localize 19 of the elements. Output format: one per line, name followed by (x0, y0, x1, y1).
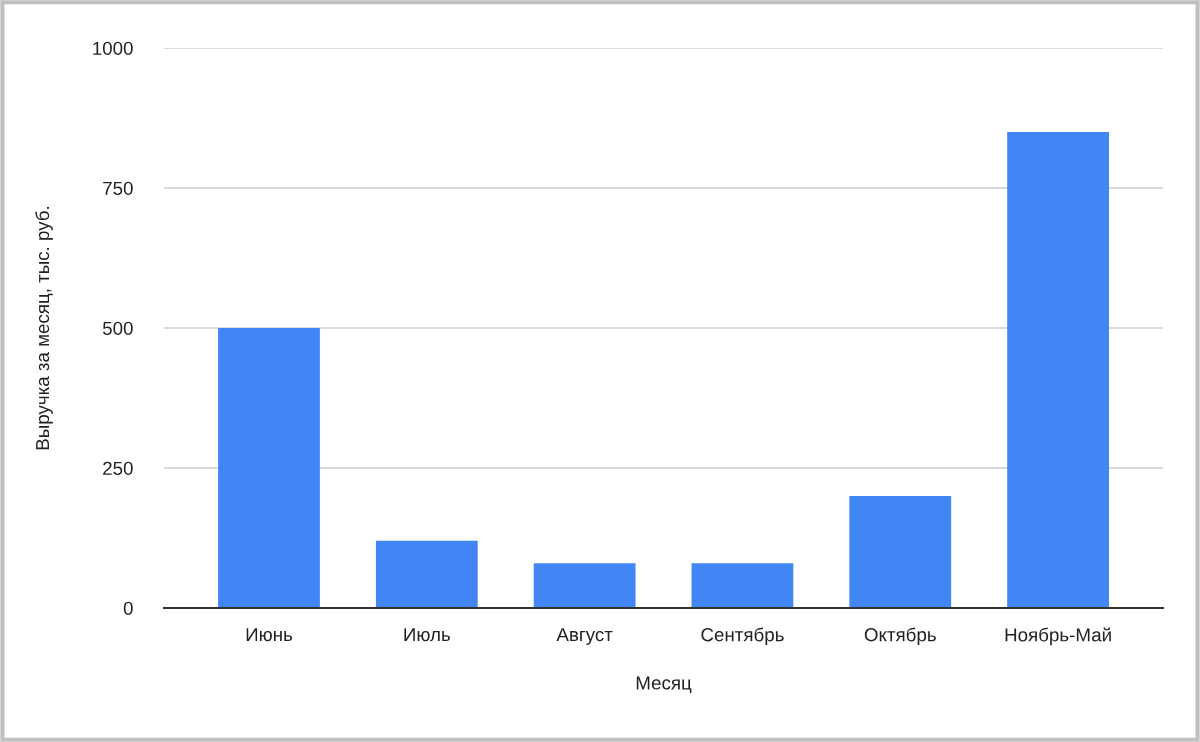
y-tick-label: 1000 (93, 41, 133, 55)
x-tick-label: Сентябрь (701, 627, 784, 646)
y-axis-title: Выручка за месяц, тыс. руб. (35, 206, 53, 450)
y-tick-label: 500 (102, 321, 133, 335)
x-axis-title: Месяц (636, 676, 692, 694)
y-tick-label: 250 (103, 461, 133, 475)
bar (1007, 132, 1109, 608)
x-tick-label: Октябрь (864, 627, 936, 646)
x-tick-label: Июль (404, 628, 450, 642)
y-tick-label: 0 (123, 601, 133, 615)
x-tick-label: Июнь (246, 628, 293, 642)
bar (533, 563, 636, 608)
x-tick-label: Ноябрь-Май (1005, 627, 1111, 646)
bar (691, 563, 794, 608)
bar (218, 328, 320, 608)
y-tick-label: 750 (103, 181, 133, 195)
bar (375, 540, 478, 608)
bar (849, 496, 952, 608)
x-tick-label: Август (556, 628, 613, 645)
